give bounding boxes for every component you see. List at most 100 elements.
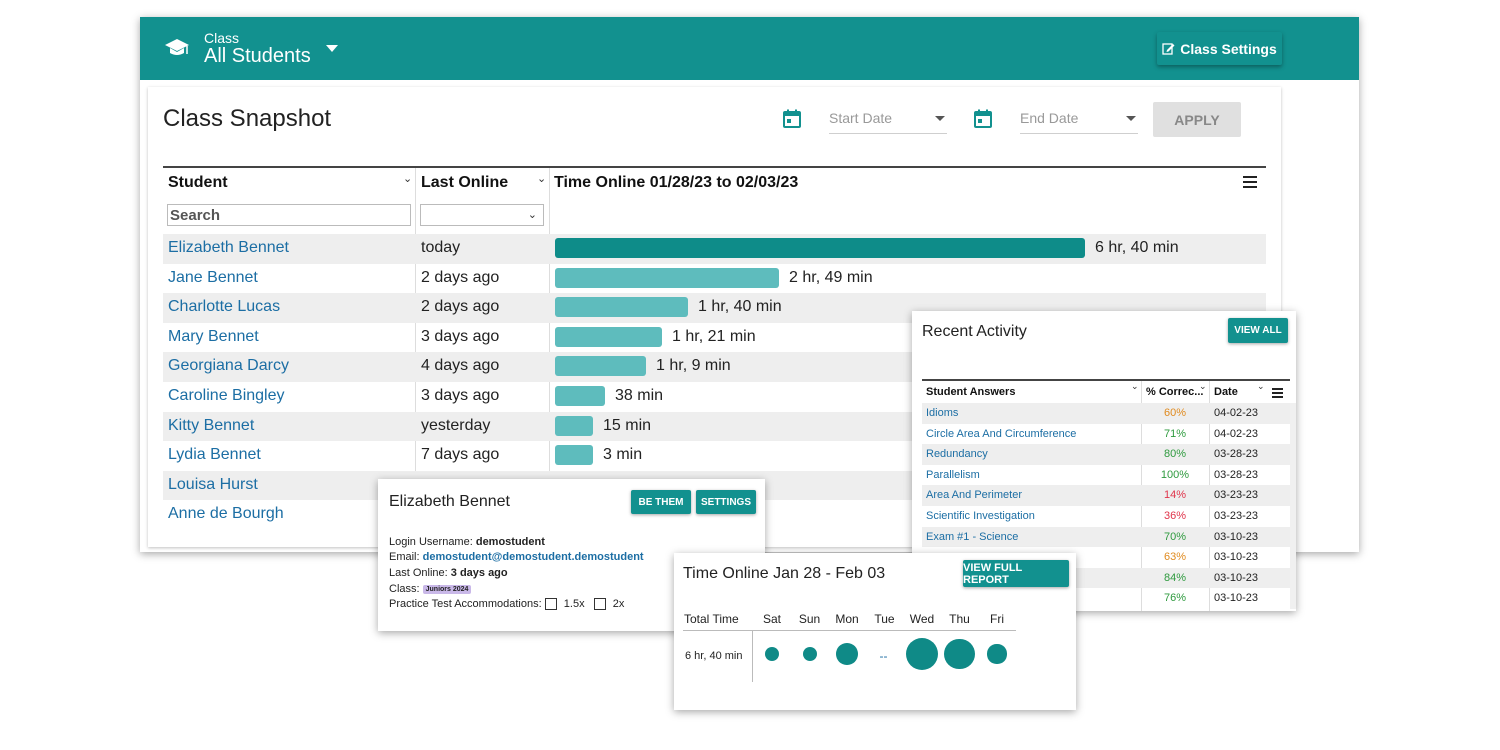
table-row[interactable]: Jane Bennet 2 days ago 2 hr, 49 min: [163, 264, 1266, 294]
day-activity-dot[interactable]: [987, 644, 1007, 664]
chevron-down-icon[interactable]: ⌄: [1131, 381, 1139, 391]
activity-name-link[interactable]: Idioms: [926, 407, 959, 419]
caret-down-icon[interactable]: [326, 45, 338, 52]
settings-button[interactable]: SETTINGS: [696, 490, 756, 514]
activity-name-link[interactable]: Area And Perimeter: [926, 489, 1022, 502]
day-activity-dot[interactable]: [906, 638, 938, 670]
activity-name-link[interactable]: Circle Area And Circumference: [926, 427, 1077, 440]
view-all-button[interactable]: VIEW ALL: [1228, 318, 1288, 343]
activity-date: 03-10-23: [1214, 530, 1259, 543]
time-online-bar[interactable]: [555, 297, 688, 318]
student-name-link[interactable]: Elizabeth Bennet: [168, 239, 289, 256]
table-row[interactable]: Caroline Bingley 3 days ago 38 min: [163, 382, 1266, 412]
time-online-bar[interactable]: [555, 445, 593, 466]
email-link[interactable]: demostudent@demostudent.demostudent: [422, 551, 644, 563]
chevron-down-icon[interactable]: ⌄: [537, 173, 547, 185]
table-row[interactable]: Mary Bennet 3 days ago 1 hr, 21 min: [163, 323, 1266, 353]
apply-button[interactable]: APPLY: [1153, 102, 1241, 137]
table-row[interactable]: Lydia Bennet 7 days ago 3 min: [163, 441, 1266, 471]
scrollbar[interactable]: [1290, 403, 1296, 609]
student-name-link[interactable]: Kitty Bennet: [168, 416, 255, 434]
activity-row[interactable]: Parallelism 100% 03-28-23: [922, 465, 1290, 486]
accommodation-1-5x-checkbox[interactable]: [544, 598, 557, 611]
class-badge: Juniors 2024: [422, 584, 472, 594]
caret-down-icon: [1126, 116, 1136, 121]
time-online-bar[interactable]: [555, 326, 662, 347]
time-online-bar[interactable]: [555, 356, 646, 377]
activity-row[interactable]: Redundancy 80% 03-28-23: [922, 444, 1290, 465]
day-activity-dot[interactable]: [802, 647, 817, 661]
be-them-button[interactable]: BE THEM: [631, 490, 691, 514]
start-date-field[interactable]: Start Date: [829, 104, 947, 134]
activity-date: 03-28-23: [1214, 468, 1259, 481]
student-name-link[interactable]: Lydia Bennet: [168, 446, 261, 464]
column-header-student[interactable]: Student: [168, 174, 228, 191]
student-name-link[interactable]: Louisa Hurst: [168, 475, 258, 493]
day-activity-dot[interactable]: [836, 643, 858, 665]
divider: [752, 630, 753, 682]
activity-row[interactable]: Exam #1 - Science 70% 03-10-23: [922, 526, 1290, 548]
day-activity-dot[interactable]: [944, 638, 975, 670]
student-name-link[interactable]: Caroline Bingley: [168, 386, 285, 404]
table-row[interactable]: Elizabeth Bennet today 6 hr, 40 min: [163, 234, 1266, 264]
chevron-down-icon[interactable]: ⌄: [1257, 381, 1265, 391]
student-profile-panel: Elizabeth Bennet BE THEM SETTINGS Login …: [378, 479, 765, 631]
last-online-filter[interactable]: ⌄: [420, 204, 544, 226]
student-name-link[interactable]: Georgiana Darcy: [168, 357, 289, 375]
table-row[interactable]: Anne de Bourgh: [163, 500, 1266, 530]
menu-icon[interactable]: [1272, 388, 1283, 400]
time-online-bar[interactable]: [555, 238, 1085, 258]
time-online-bar[interactable]: [555, 415, 593, 436]
class-settings-button[interactable]: Class Settings: [1157, 32, 1282, 65]
chevron-down-icon[interactable]: ⌄: [403, 173, 413, 185]
day-activity-dot[interactable]: [765, 647, 779, 661]
activity-row[interactable]: 76% 03-10-23: [922, 588, 1290, 609]
last-online-value: 2 days ago: [421, 268, 500, 286]
edit-icon: [1162, 43, 1175, 55]
activity-name-link[interactable]: Parallelism: [926, 468, 980, 481]
day-header: Thu: [949, 612, 970, 626]
student-name-link[interactable]: Anne de Bourgh: [168, 505, 284, 523]
day-header: Mon: [835, 612, 859, 626]
menu-icon[interactable]: [1243, 176, 1257, 188]
student-name-link[interactable]: Jane Bennet: [168, 268, 258, 286]
time-online-bar[interactable]: [555, 385, 605, 406]
day-header: Wed: [909, 612, 935, 626]
student-name-link[interactable]: Charlotte Lucas: [168, 298, 281, 316]
divider: [683, 630, 1016, 631]
last-online-line: Last Online: 3 days ago: [389, 567, 508, 579]
search-input[interactable]: [167, 204, 411, 226]
column-header-date[interactable]: Date: [1214, 386, 1238, 398]
calendar-icon[interactable]: [973, 109, 993, 129]
column-header-time-online[interactable]: Time Online 01/28/23 to 02/03/23: [554, 174, 799, 191]
last-online-value: today: [421, 239, 461, 256]
class-selector[interactable]: All Students: [204, 45, 311, 67]
percent-correct-value: 71%: [1163, 427, 1187, 440]
student-name-link[interactable]: Mary Bennet: [168, 327, 259, 345]
column-header-percent-correct[interactable]: % Correc...: [1146, 386, 1204, 398]
column-header-last-online[interactable]: Last Online: [421, 174, 509, 191]
activity-row[interactable]: Scientific Investigation 36% 03-23-23: [922, 506, 1290, 527]
username-line: Login Username: demostudent: [389, 536, 545, 548]
time-online-bar[interactable]: [555, 267, 779, 288]
activity-row[interactable]: Idioms 60% 04-02-23: [922, 403, 1290, 424]
total-time-value: 6 hr, 40 min: [685, 650, 743, 662]
calendar-icon[interactable]: [782, 109, 802, 129]
activity-row[interactable]: Area And Perimeter 14% 03-23-23: [922, 485, 1290, 506]
column-header-student-answers[interactable]: Student Answers: [926, 386, 1016, 398]
accommodation-2x-checkbox[interactable]: [593, 598, 606, 611]
activity-row[interactable]: Circle Area And Circumference 71% 04-02-23: [922, 424, 1290, 445]
activity-name-link[interactable]: Redundancy: [926, 448, 988, 461]
activity-row[interactable]: 63% 03-10-23: [922, 547, 1290, 568]
chevron-down-icon[interactable]: ⌄: [1199, 381, 1207, 391]
last-online-value: 3 days ago: [421, 386, 500, 404]
activity-date: 04-02-23: [1214, 427, 1259, 440]
end-date-field[interactable]: End Date: [1020, 104, 1138, 134]
time-online-label: 2 hr, 49 min: [789, 268, 873, 286]
activity-name-link[interactable]: Scientific Investigation: [926, 509, 1035, 522]
graduation-cap-icon: [165, 39, 189, 55]
recent-activity-panel: Recent Activity VIEW ALL Student Answers…: [912, 311, 1296, 611]
activity-name-link[interactable]: Exam #1 - Science: [926, 530, 1019, 543]
percent-correct-value: 70%: [1163, 530, 1187, 543]
view-full-report-button[interactable]: VIEW FULL REPORT: [963, 560, 1069, 587]
